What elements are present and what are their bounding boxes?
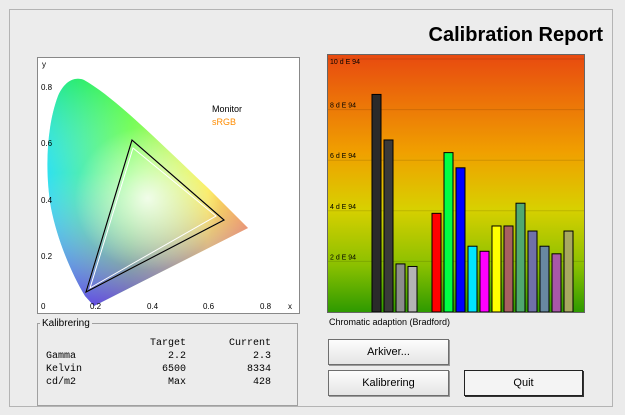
current-value: 428 <box>252 377 271 388</box>
bar-11 <box>503 225 514 312</box>
y-tick-label: 4 d E 94 <box>330 204 356 211</box>
cie-y-tick: 0.6 <box>41 139 53 148</box>
cie-horseshoe <box>47 78 249 306</box>
row-label: cd/m2 <box>46 377 77 388</box>
bar-8 <box>467 245 478 312</box>
y-tick-label: 6 d E 94 <box>330 153 356 160</box>
row-label: Kelvin <box>46 364 83 375</box>
row-label: Gamma <box>46 351 77 362</box>
arkiver-button[interactable]: Arkiver... <box>328 339 449 365</box>
cie-x-tick: 0.2 <box>90 302 102 311</box>
cie-x-tick: 0.6 <box>203 302 215 311</box>
srgb-gamut <box>89 147 217 290</box>
bar-6 <box>443 152 454 312</box>
kalibrering-table: Target Current Gamma 2.2 2.3 Kelvin 6500… <box>46 337 271 389</box>
cie-y-tick: 0.4 <box>41 196 53 205</box>
cie-x-axis-label: x <box>288 302 292 311</box>
chart-caption: Chromatic adaption (Bradford) <box>329 317 451 327</box>
page-title: Calibration Report <box>428 24 603 46</box>
bar-15 <box>551 253 562 312</box>
y-tick-label: 10 d E 94 <box>330 59 360 66</box>
bar-1 <box>371 93 382 312</box>
current-value: 2.3 <box>252 351 271 362</box>
kalibrering-button[interactable]: Kalibrering <box>328 370 449 396</box>
bar-13 <box>527 230 538 312</box>
target-value: 6500 <box>161 364 186 375</box>
bar-7 <box>455 167 466 312</box>
bar-3 <box>395 263 406 312</box>
bar-10 <box>491 225 502 312</box>
header-current: Current <box>228 338 271 349</box>
header-cell <box>46 337 116 350</box>
current-value: 8334 <box>246 364 271 375</box>
y-tick-label: 8 d E 94 <box>330 103 356 110</box>
delta-e-bar-chart: 10 d E 94 8 d E 94 6 d E 94 4 d E 94 2 d E 9… <box>327 54 585 313</box>
cie-x-tick: 0.8 <box>260 302 272 311</box>
bar-12 <box>515 202 526 312</box>
legend-isocoated: ISOcoated <box>212 130 255 140</box>
cie-chart-svg: y x 0.8 0.6 0.4 0.2 0 0.2 0.4 0.6 0.8 Mo… <box>41 60 292 311</box>
bar-9 <box>479 250 490 312</box>
kalibrering-group: Kalibrering Target Current Gamma 2.2 2.3… <box>37 318 298 406</box>
bar-5 <box>431 212 442 312</box>
cie-y-tick: 0.8 <box>41 83 53 92</box>
bar-4 <box>407 265 418 312</box>
quit-button[interactable]: Quit <box>464 370 583 396</box>
table-row: cd/m2 Max 428 <box>46 376 271 389</box>
cie-y-axis-label: y <box>42 60 46 69</box>
bar-14 <box>539 245 550 312</box>
bar-2 <box>383 139 394 312</box>
legend-srgb: sRGB <box>212 117 236 127</box>
table-row: Gamma 2.2 2.3 <box>46 350 271 363</box>
header-target: Target <box>149 338 186 349</box>
y-tick-label: 2 d E 94 <box>330 254 356 261</box>
bar-16 <box>563 230 574 312</box>
bar-chart-svg: 10 d E 94 8 d E 94 6 d E 94 4 d E 94 2 d E 9… <box>328 55 584 312</box>
cie-x-tick: 0.4 <box>147 302 159 311</box>
target-value: Max <box>167 377 186 388</box>
cie-diagram: y x 0.8 0.6 0.4 0.2 0 0.2 0.4 0.6 0.8 Mo… <box>37 57 300 314</box>
target-value: 2.2 <box>167 351 186 362</box>
legend-monitor: Monitor <box>212 104 242 114</box>
cie-y-tick: 0.2 <box>41 252 53 261</box>
monitor-gamut <box>85 138 226 294</box>
table-row: Kelvin 6500 8334 <box>46 363 271 376</box>
table-header-row: Target Current <box>46 337 271 350</box>
kalibrering-legend: Kalibrering <box>42 318 90 329</box>
cie-y-tick: 0 <box>41 302 46 311</box>
